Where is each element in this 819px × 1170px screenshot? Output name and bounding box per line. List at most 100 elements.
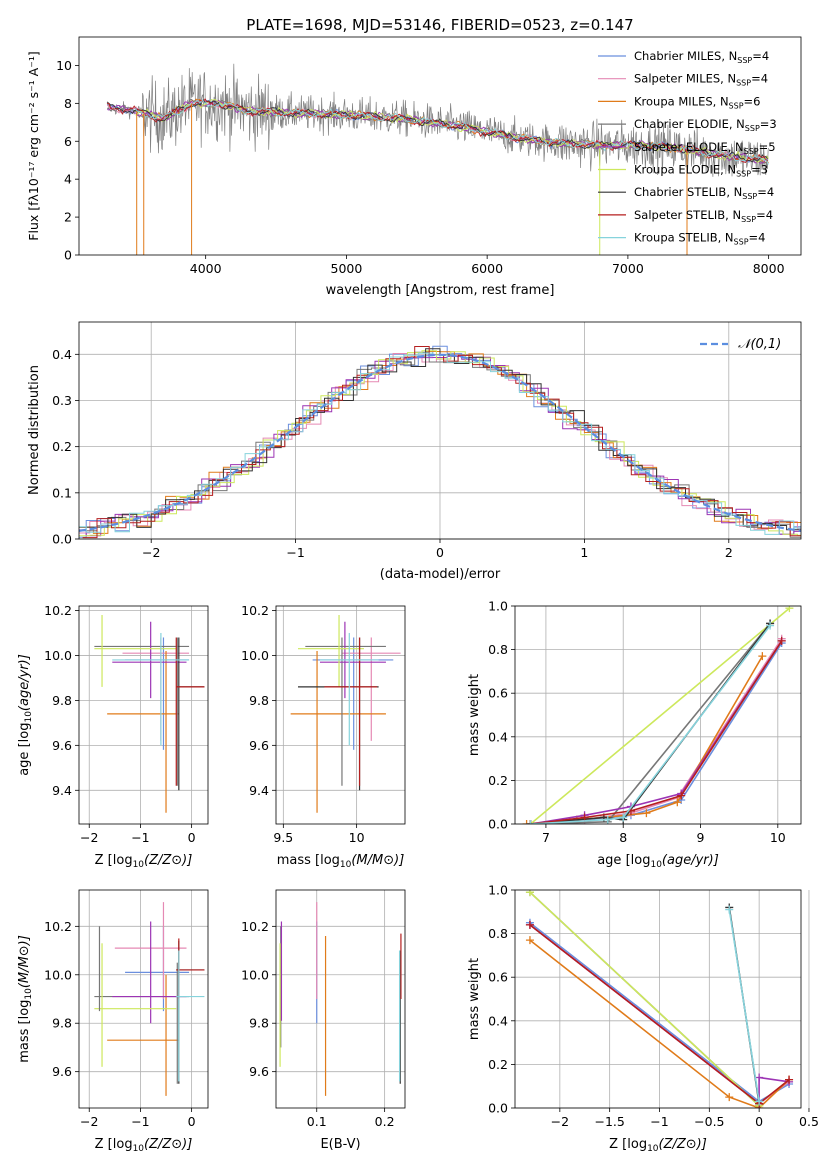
y-tick-label: 0.2 bbox=[488, 773, 508, 788]
x-tick-label: 0 bbox=[188, 1114, 196, 1129]
weight_vs_age-x-label: age [log10(age/yr)] bbox=[597, 853, 719, 870]
axes-mass_vs_Z: −2 −1 09.69.810.010.2Z [log10(Z/Z⊙)]mass [… bbox=[17, 889, 209, 1154]
y-tick-label: 0 bbox=[64, 248, 72, 263]
axes-frame bbox=[78, 321, 802, 540]
spectrum-model-line bbox=[106, 99, 768, 164]
mass-weight-marker bbox=[785, 1075, 794, 1084]
axes-mass_vs_EBV: 0.1 0.2 9.6 9.8 10.0 10.2 E(B-V) bbox=[241, 889, 406, 1152]
legend-label-suffix: =4 bbox=[756, 208, 773, 222]
legend-label-sub: SSP bbox=[736, 79, 751, 88]
age_vs_Z-x-label-main: Z [log bbox=[95, 853, 133, 868]
y-tick-label: 0.0 bbox=[488, 817, 508, 832]
legend-label-prefix: Kroupa STELIB, N bbox=[634, 231, 734, 245]
grid-age_vs_Z bbox=[79, 606, 208, 824]
residual-histogram-step bbox=[82, 346, 801, 539]
legend-entry-label: Kroupa MILES, NSSP=6 bbox=[634, 94, 760, 110]
y-tick-label: 10 bbox=[56, 58, 72, 73]
x-tick-label: 1 bbox=[580, 545, 588, 560]
plot-area-mass_vs_EBV bbox=[279, 902, 402, 1096]
legend-entry-label: Salpeter ELODIE, NSSP=5 bbox=[634, 140, 776, 156]
y-tick-label: 0.6 bbox=[488, 970, 508, 985]
residual-histogram-step bbox=[79, 355, 801, 537]
x-tick-label: 6000 bbox=[471, 261, 503, 276]
legend-entry-label: Salpeter STELIB, NSSP=4 bbox=[634, 208, 773, 224]
legend-label-sub: SSP bbox=[745, 124, 760, 133]
y-tick-label: 8 bbox=[64, 96, 72, 111]
weight_vs_age-x-label-tail: (age/yr)] bbox=[662, 853, 719, 868]
y-tick-label: 0.4 bbox=[52, 347, 72, 362]
mass-weight-line bbox=[529, 891, 760, 1107]
grid-age_vs_mass bbox=[276, 606, 405, 824]
age_vs_Z-y-label-sub: 10 bbox=[24, 711, 34, 723]
legend-entry-label: Chabrier ELODIE, NSSP=3 bbox=[634, 117, 777, 133]
weight_vs_Z-x-label-tail: (Z/Z⊙)] bbox=[659, 1137, 707, 1152]
y-tick-label: 0.1 bbox=[52, 485, 72, 500]
weight_vs_age-x-label-main: age [log bbox=[597, 853, 650, 868]
legend-label-sub: SSP bbox=[744, 147, 759, 156]
weight_vs_age-y-label: mass weight bbox=[467, 674, 482, 756]
legend-entry-label: Kroupa STELIB, NSSP=4 bbox=[634, 231, 765, 247]
x-tick-label: −2 bbox=[142, 545, 160, 560]
legend-label-suffix: =6 bbox=[744, 94, 761, 108]
y-tick-label: 4 bbox=[64, 172, 72, 187]
y-tick-label: 0.6 bbox=[488, 686, 508, 701]
y-tick-label: 0.3 bbox=[52, 393, 72, 408]
y-tick-label: 0.0 bbox=[52, 532, 72, 547]
mass-weight-marker bbox=[785, 606, 794, 613]
mass-weight-marker bbox=[673, 798, 682, 807]
legend-entry-label: Chabrier STELIB, NSSP=4 bbox=[634, 185, 774, 201]
y-tick-label: 10.2 bbox=[241, 603, 269, 618]
legend-label-prefix: Salpeter STELIB, N bbox=[634, 208, 741, 222]
axes-weight_vs_Z: −2 −1.5 −1 −0.5 0 0.5 0.0 0.2 0.4 0.6 0.8 1.0 Z [log… bbox=[467, 883, 819, 1155]
y-tick-label: 10.2 bbox=[44, 919, 72, 934]
legend-label-suffix: =4 bbox=[757, 185, 774, 199]
y-tick-label: 9.4 bbox=[249, 783, 269, 798]
y-tick-label: 9.8 bbox=[249, 1016, 269, 1031]
spectrum-model-line bbox=[135, 98, 769, 163]
mass_vs_Z-x-label: Z [log10(Z/Z⊙)] bbox=[95, 1137, 193, 1154]
legend-label-sub: SSP bbox=[742, 192, 757, 201]
mass-weight-marker bbox=[758, 652, 767, 661]
x-tick-label: 0.5 bbox=[799, 1114, 819, 1129]
legend-label-prefix: Salpeter MILES, N bbox=[634, 72, 736, 86]
axes-age_vs_Z: −2 −1 09.49.69.810.010.2Z [log10(Z/Z⊙)]age… bbox=[17, 603, 209, 870]
axis-spectrum: 4000 5000 6000 7000 8000 0 2 4 6 8 10 wavelength [A… bbox=[26, 36, 802, 298]
legend-label-suffix: =3 bbox=[760, 117, 777, 131]
y-tick-label: 0.4 bbox=[488, 729, 508, 744]
legend-label-prefix: Chabrier MILES, N bbox=[634, 49, 737, 63]
plot-area-weight_vs_age bbox=[522, 606, 794, 824]
weight_vs_age-x-label-sub: 10 bbox=[650, 860, 662, 870]
mass_vs_Z-x-label-sub: 10 bbox=[133, 1144, 145, 1154]
y-tick-label: 0.4 bbox=[488, 1013, 508, 1028]
legend-label-prefix: Salpeter ELODIE, N bbox=[634, 140, 744, 154]
plot-area-weight_vs_Z bbox=[525, 890, 794, 1108]
age_vs_mass-x-label: mass [log10(M/M⊙)] bbox=[277, 853, 405, 870]
legend-entry-label: Kroupa ELODIE, NSSP=3 bbox=[634, 163, 768, 179]
legend-label-prefix: Kroupa ELODIE, N bbox=[634, 163, 736, 177]
y-tick-label: 9.6 bbox=[249, 1064, 269, 1079]
weight_vs_Z-x-label-main: Z [log bbox=[609, 1137, 647, 1152]
x-tick-label: 7000 bbox=[612, 261, 644, 276]
mass_vs_Z-y-label: mass [log10(M/M⊙)] bbox=[17, 935, 34, 1063]
weight_vs_Z-x-label-sub: 10 bbox=[647, 1144, 659, 1154]
axes-frame bbox=[275, 605, 406, 825]
y-tick-label: 10.0 bbox=[241, 648, 269, 663]
mass-weight-marker bbox=[603, 815, 612, 824]
axis-mass_vs_Z: −2 −1 09.69.810.010.2Z [log10(Z/Z⊙)]mass [… bbox=[17, 889, 209, 1154]
y-tick-label: 9.6 bbox=[52, 1064, 72, 1079]
mass_vs_Z-y-label-sub: 10 bbox=[24, 988, 34, 1000]
x-tick-label: 0 bbox=[755, 1114, 763, 1129]
legend-label-sub: SSP bbox=[741, 215, 756, 224]
mass-weight-marker bbox=[522, 820, 531, 824]
spectrum-x-label: wavelength [Angstrom, rest frame] bbox=[326, 283, 555, 298]
gaussian-reference-line bbox=[79, 353, 801, 532]
mass-weight-line bbox=[529, 607, 790, 824]
legend-label-suffix: =3 bbox=[751, 163, 768, 177]
legend-label-suffix: =5 bbox=[759, 140, 776, 154]
mass-weight-marker bbox=[777, 636, 786, 645]
mass-weight-line bbox=[728, 909, 760, 1102]
age_vs_mass-x-label-tail: (M/M⊙)] bbox=[351, 853, 404, 868]
legend-label-prefix: Kroupa MILES, N bbox=[634, 94, 729, 108]
y-tick-label: 10.2 bbox=[241, 919, 269, 934]
